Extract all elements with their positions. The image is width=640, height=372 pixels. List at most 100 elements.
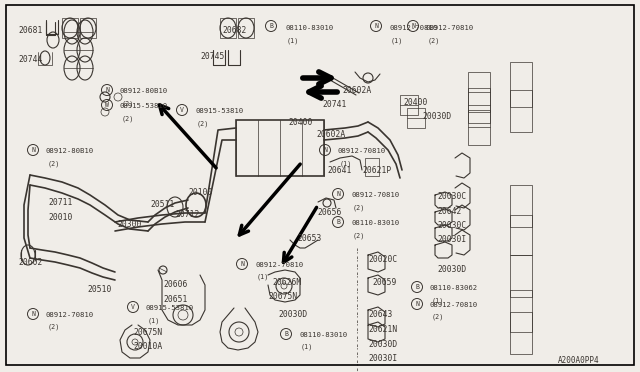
Text: 20682: 20682 <box>222 26 246 35</box>
Text: 20010: 20010 <box>48 213 72 222</box>
Text: 20675N: 20675N <box>268 292 297 301</box>
Text: 08912-70810: 08912-70810 <box>338 148 386 154</box>
Text: (2): (2) <box>48 160 60 167</box>
Text: (2): (2) <box>428 37 440 44</box>
Text: 08915-53810: 08915-53810 <box>120 103 168 109</box>
Text: (1): (1) <box>432 297 444 304</box>
Text: 20400: 20400 <box>403 98 428 107</box>
Text: (2): (2) <box>353 204 365 211</box>
Text: 20642: 20642 <box>437 207 461 216</box>
Text: 20300: 20300 <box>117 220 141 229</box>
Text: 08110-83010: 08110-83010 <box>285 25 333 31</box>
Text: 20653: 20653 <box>297 234 321 243</box>
Text: 20030D: 20030D <box>422 112 451 121</box>
Bar <box>510 312 532 354</box>
Text: 08912-80B10: 08912-80B10 <box>120 88 168 94</box>
Text: 08912-70810: 08912-70810 <box>255 262 303 268</box>
Text: 20621P: 20621P <box>362 166 391 175</box>
Text: (2): (2) <box>353 232 365 238</box>
Text: 20641: 20641 <box>327 166 351 175</box>
Text: N: N <box>31 311 35 317</box>
Bar <box>400 95 418 115</box>
Bar <box>510 255 532 297</box>
Bar <box>220 18 236 38</box>
Text: W: W <box>105 102 109 108</box>
Text: 20030D: 20030D <box>278 310 307 319</box>
Text: 20511: 20511 <box>150 200 174 209</box>
Text: 20744: 20744 <box>18 55 42 64</box>
Text: 20602A: 20602A <box>316 130 345 139</box>
Text: N: N <box>415 301 419 307</box>
Text: 20712: 20712 <box>175 210 200 219</box>
Text: V: V <box>180 107 184 113</box>
Bar <box>468 88 490 123</box>
Text: (2): (2) <box>432 314 444 321</box>
Text: V: V <box>131 304 135 310</box>
Text: 08912-70810: 08912-70810 <box>351 192 399 198</box>
Text: (1): (1) <box>340 160 353 167</box>
Text: N: N <box>411 23 415 29</box>
Text: (1): (1) <box>148 317 161 324</box>
Text: 20510: 20510 <box>87 285 111 294</box>
Text: 20030I: 20030I <box>437 235 467 244</box>
Text: N: N <box>374 23 378 29</box>
Text: 20656: 20656 <box>317 208 341 217</box>
Text: 20711: 20711 <box>48 198 72 207</box>
Text: 20030C: 20030C <box>437 192 467 201</box>
Text: 20681: 20681 <box>18 26 42 35</box>
Text: 20745: 20745 <box>200 52 225 61</box>
Text: 20030D: 20030D <box>437 265 467 274</box>
Text: (2): (2) <box>122 100 134 106</box>
Text: 20602A: 20602A <box>342 86 371 95</box>
Text: A200A0PP4: A200A0PP4 <box>558 356 600 365</box>
Bar <box>468 110 490 145</box>
Text: 20741: 20741 <box>322 100 346 109</box>
Text: (1): (1) <box>391 37 403 44</box>
Text: 08110-83062: 08110-83062 <box>430 285 478 291</box>
Text: B: B <box>269 23 273 29</box>
Text: N: N <box>323 147 327 153</box>
Text: 20100: 20100 <box>188 188 212 197</box>
Bar <box>510 90 532 132</box>
Text: N: N <box>31 147 35 153</box>
Text: 20400: 20400 <box>288 118 312 127</box>
Text: 20643: 20643 <box>368 310 392 319</box>
Text: (1): (1) <box>257 274 269 280</box>
Text: 20030C: 20030C <box>437 221 467 230</box>
Bar <box>407 108 425 128</box>
Bar <box>510 215 532 255</box>
Text: (2): (2) <box>48 324 60 330</box>
Bar <box>468 72 490 112</box>
Text: 20030D: 20030D <box>368 340 397 349</box>
Text: 08915-53810: 08915-53810 <box>195 108 243 114</box>
Text: 20621N: 20621N <box>368 325 397 334</box>
Text: (2): (2) <box>122 115 134 122</box>
Text: 20606: 20606 <box>163 280 188 289</box>
Text: 20030I: 20030I <box>368 354 397 363</box>
Bar <box>62 18 78 38</box>
Bar <box>80 18 96 38</box>
Bar <box>510 185 532 227</box>
Text: 08110-83010: 08110-83010 <box>351 220 399 226</box>
Text: 08915-53810: 08915-53810 <box>146 305 194 311</box>
Text: N: N <box>240 261 244 267</box>
Text: (1): (1) <box>301 344 314 350</box>
Bar <box>510 62 532 107</box>
Text: 20651: 20651 <box>163 295 188 304</box>
Text: 20659: 20659 <box>372 278 396 287</box>
Bar <box>238 18 254 38</box>
Text: (1): (1) <box>287 37 300 44</box>
Text: N: N <box>336 191 340 197</box>
Text: 08912-70810: 08912-70810 <box>389 25 437 31</box>
Text: 20010A: 20010A <box>133 342 163 351</box>
Text: 20675N: 20675N <box>133 328 163 337</box>
Text: N: N <box>105 87 109 93</box>
Text: B: B <box>336 219 340 225</box>
Text: B: B <box>284 331 288 337</box>
Text: 08110-83010: 08110-83010 <box>299 332 347 338</box>
Bar <box>236 120 324 176</box>
Bar <box>365 158 379 176</box>
Bar <box>510 290 532 332</box>
Text: 20020C: 20020C <box>368 255 397 264</box>
Text: B: B <box>415 284 419 290</box>
